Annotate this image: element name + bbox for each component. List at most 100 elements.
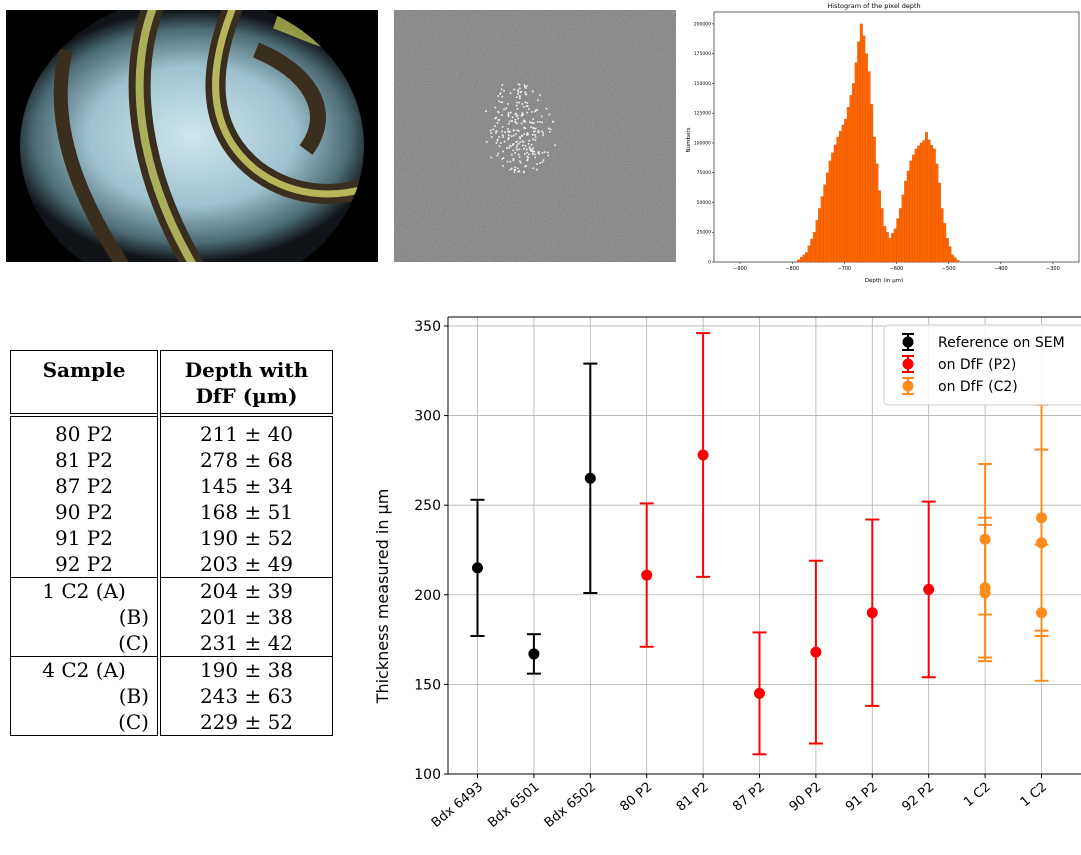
sem-speckle xyxy=(506,160,509,163)
cell-sample: 81 P2 xyxy=(10,447,161,473)
histogram-bar xyxy=(896,218,900,263)
plot-xtick-label: 1 C2 xyxy=(1018,780,1050,811)
sem-speckle xyxy=(517,89,519,91)
data-point xyxy=(1036,537,1047,549)
sem-speckle xyxy=(525,87,527,89)
sem-speckle xyxy=(532,167,535,170)
sem-speckle xyxy=(516,144,518,147)
histogram-bar xyxy=(945,238,949,263)
sem-speckle xyxy=(513,88,515,91)
sem-speckle xyxy=(516,129,519,131)
histogram-bar xyxy=(797,259,801,263)
sem-speckle xyxy=(520,122,523,125)
sem-speckle xyxy=(526,151,528,154)
cell-sample: 92 P2 xyxy=(10,551,161,578)
sem-speckle xyxy=(526,159,528,162)
sem-speckle xyxy=(509,160,512,163)
sem-speckle xyxy=(502,157,505,159)
table-row: 90 P2 168 ± 51 xyxy=(10,499,333,525)
sem-speckle xyxy=(532,90,534,93)
sem-speckle xyxy=(522,141,525,143)
sem-speckle xyxy=(530,144,533,146)
sem-speckle xyxy=(504,131,506,133)
sem-speckle xyxy=(518,148,521,151)
histogram-bar xyxy=(812,232,816,263)
sem-speckle xyxy=(499,92,502,94)
sem-speckle xyxy=(511,153,513,156)
sem-speckle xyxy=(496,154,499,157)
histogram-xtick-label: −300 xyxy=(1046,266,1060,272)
legend-label: on DfF (P2) xyxy=(938,357,1016,373)
table-row: 1 C2 (A) 204 ± 39 xyxy=(10,577,333,604)
sem-speckle xyxy=(512,159,515,162)
histogram-bar xyxy=(859,23,863,263)
sem-speckle xyxy=(500,88,503,91)
sem-speckle xyxy=(515,104,518,107)
sem-speckle xyxy=(501,101,504,103)
sem-speckle xyxy=(547,151,549,154)
histogram-bar xyxy=(880,208,884,263)
legend-marker xyxy=(902,336,914,348)
sem-speckle xyxy=(530,126,532,128)
data-point xyxy=(923,583,935,595)
sem-speckle xyxy=(499,93,502,95)
histogram-bar xyxy=(865,53,868,263)
sem-speckle xyxy=(519,161,522,164)
table-row: 91 P2 190 ± 52 xyxy=(10,525,333,551)
data-point xyxy=(754,687,765,699)
sem-speckle xyxy=(537,152,539,154)
histogram-bar xyxy=(825,172,829,263)
sem-speckle xyxy=(523,119,526,122)
cell-sample: 90 P2 xyxy=(10,499,161,525)
sem-speckle xyxy=(507,128,509,130)
histogram-bar xyxy=(857,41,861,263)
histogram-bar xyxy=(912,154,915,263)
plot-xtick-label: 80 P2 xyxy=(617,780,655,815)
legend-marker xyxy=(902,358,914,370)
sem-speckle xyxy=(500,101,502,104)
sem-speckle xyxy=(523,133,525,135)
histogram-bar xyxy=(953,257,957,263)
header-sample: Sample xyxy=(10,350,161,415)
sem-speckle xyxy=(521,103,524,105)
cell-sample: (B) xyxy=(10,683,161,709)
histogram-bar xyxy=(867,71,871,263)
sem-speckle xyxy=(509,168,512,171)
cell-sample: (C) xyxy=(10,630,161,657)
histogram-ytick-label: 75000 xyxy=(697,170,711,176)
sem-speckle xyxy=(524,101,527,104)
plot-xtick-label: 92 P2 xyxy=(899,780,937,815)
cell-depth: 211 ± 40 xyxy=(159,415,333,447)
plot-xtick-label: 1 C2 xyxy=(961,780,993,811)
sem-speckle xyxy=(524,93,527,96)
sem-speckle xyxy=(534,139,537,141)
table-row: 87 P2 145 ± 34 xyxy=(10,473,333,499)
sem-speckle xyxy=(517,143,520,145)
histogram-bar xyxy=(820,196,824,263)
data-point xyxy=(866,607,878,619)
histogram-bar xyxy=(922,140,926,263)
table-row: 4 C2 (A) 190 ± 38 xyxy=(10,656,333,683)
sem-speckle xyxy=(497,138,499,141)
sem-speckle xyxy=(542,134,544,137)
sem-speckle xyxy=(527,156,530,159)
depth-table: Sample Depth with DfF (µm) 80 P2 211 ± 40… xyxy=(10,350,333,736)
microscope-photo-graphic xyxy=(6,10,378,262)
sem-speckle xyxy=(496,139,499,142)
histogram-bar xyxy=(833,144,837,263)
sem-speckle xyxy=(514,152,516,154)
sem-speckle xyxy=(518,83,521,86)
sem-speckle xyxy=(507,130,509,133)
histogram-bar xyxy=(807,245,811,263)
cell-depth: 145 ± 34 xyxy=(159,473,333,499)
sem-speckle xyxy=(523,126,525,129)
data-point xyxy=(528,648,540,660)
sem-speckle xyxy=(528,139,530,142)
table-row: (B) 201 ± 38 xyxy=(10,604,333,630)
sem-speckle xyxy=(516,149,518,151)
sem-speckle xyxy=(513,129,515,131)
table-row: (C) 229 ± 52 xyxy=(10,709,333,736)
plot-xtick-label: Bdx 6502 xyxy=(542,780,599,831)
plot-xtick-label: Bdx 6493 xyxy=(429,780,486,831)
sem-speckle xyxy=(532,138,534,141)
